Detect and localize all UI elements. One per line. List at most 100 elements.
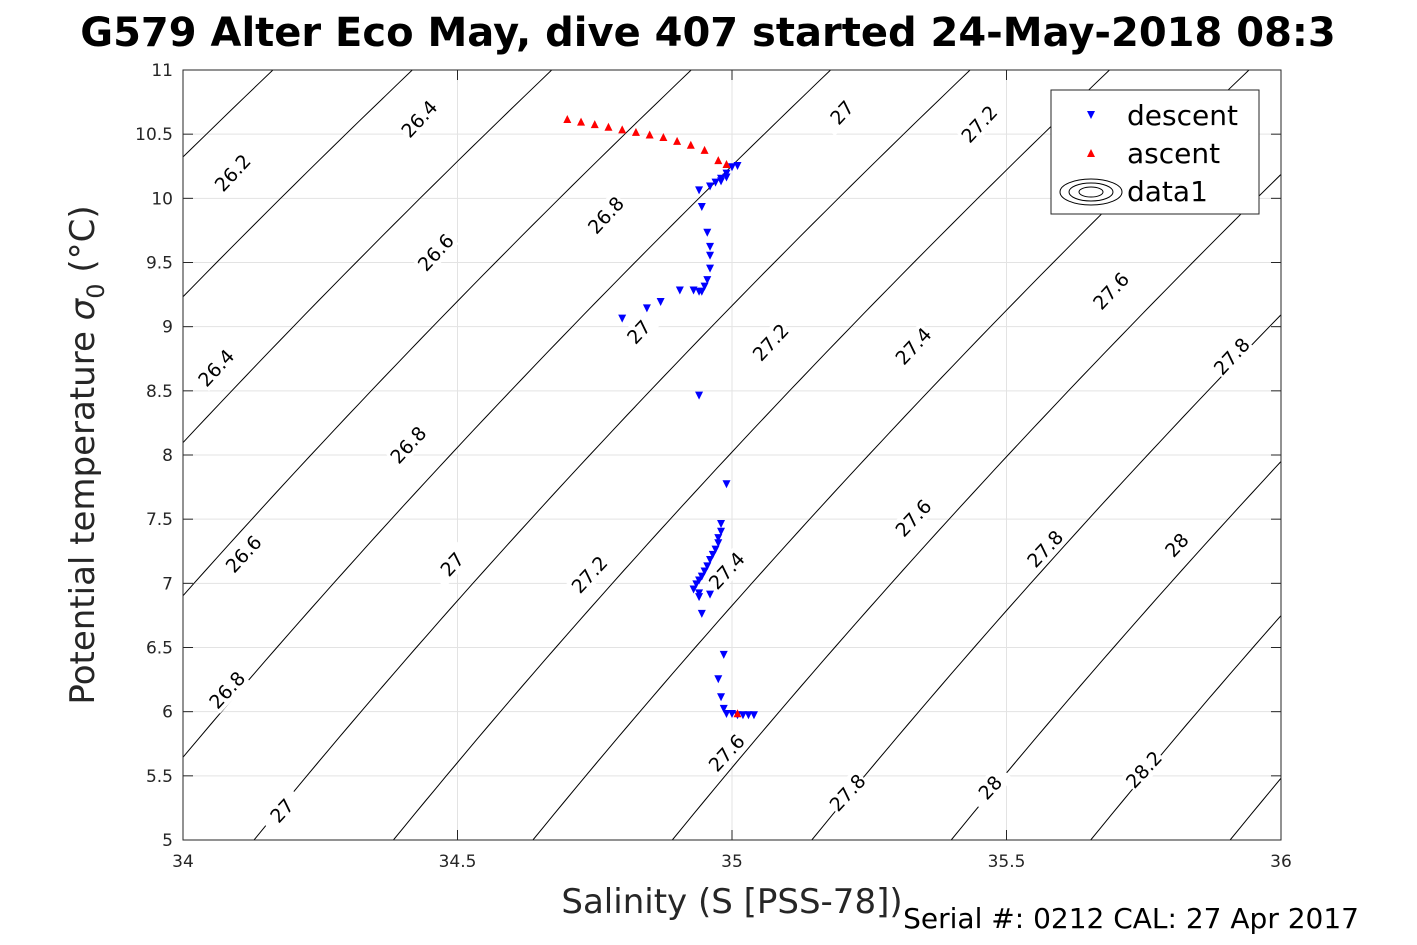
ascent-point (645, 130, 654, 139)
descent-point (700, 282, 709, 291)
descent-point (714, 534, 723, 543)
ascent-point (563, 115, 572, 124)
contour-label-bg (966, 763, 1014, 811)
descent-point (728, 163, 736, 172)
footer-serial-cal: Serial #: 0212 CAL: 27 Apr 2017 (903, 902, 1359, 935)
descent-point (749, 711, 758, 720)
contour-label-bg (192, 344, 239, 392)
ascent-point (733, 709, 742, 718)
descent-point (722, 709, 731, 718)
descent-point (706, 242, 715, 251)
y-tick-label: 8 (162, 446, 173, 466)
descent-point (744, 711, 753, 720)
descent-point (719, 650, 728, 659)
legend-descent-marker (1087, 111, 1095, 119)
descent-point (697, 203, 706, 212)
descent-point (722, 480, 731, 489)
ascent-point (714, 156, 723, 165)
y-axis-label-main: Potential temperature (63, 320, 103, 704)
legend-box (1050, 89, 1260, 215)
descent-point (738, 711, 747, 720)
descent-point (714, 539, 723, 548)
contour-label-bg (956, 100, 1003, 148)
contour-line (950, 460, 1281, 840)
contour-label-bg (890, 322, 937, 370)
y-tick-label: 9 (162, 318, 173, 338)
contour-label-bg (1153, 521, 1200, 569)
legend-ascent-marker (1087, 149, 1095, 157)
descent-point (695, 391, 704, 400)
ascent-point (631, 127, 640, 136)
legend-ascent-label: ascent (1127, 137, 1220, 170)
contour-label-bg (385, 421, 432, 469)
descent-point (692, 580, 701, 589)
contour-line (253, 70, 971, 840)
legend-contour-icon (1059, 178, 1123, 206)
descent-point (703, 228, 712, 237)
contour-label-bg (747, 318, 794, 366)
contour-label-bg (396, 95, 443, 143)
descent-point (706, 182, 715, 191)
ascent-point (700, 145, 709, 154)
contour-label-bg (1120, 745, 1167, 794)
descent-point (695, 186, 704, 195)
x-tick-label: 35.5 (988, 852, 1026, 872)
descent-point (689, 286, 698, 295)
contour-line (671, 173, 1281, 840)
descent-point (706, 590, 715, 599)
y-tick-label: 8.5 (146, 382, 173, 402)
contour-label-bg (258, 786, 305, 835)
y-tick-label: 7 (162, 574, 173, 594)
legend-descent-label: descent (1127, 99, 1238, 132)
contour-line (1328, 19, 1417, 892)
y-tick-label: 10 (151, 189, 173, 209)
descent-point (675, 286, 684, 295)
contour-label-bg (890, 494, 937, 542)
legend[interactable]: descent ascent data1 (1050, 89, 1260, 215)
contour-label-bg (1021, 525, 1068, 573)
descent-point (717, 527, 726, 536)
contour-line (392, 70, 1111, 840)
grid-lines (182, 69, 1282, 841)
descent-point (618, 314, 627, 323)
descent-point (711, 178, 720, 187)
ascent-point (577, 117, 586, 126)
descent-point (717, 520, 726, 529)
ascent-point (618, 125, 627, 134)
contour-label-bg (615, 308, 662, 356)
y-axis-label-sub: 0 (82, 283, 110, 298)
contour-line (811, 314, 1281, 840)
y-tick-label: 5.5 (146, 767, 173, 787)
contour-label-bg (1208, 332, 1255, 380)
x-tick-label: 35 (721, 852, 743, 872)
contour-line (183, 70, 414, 298)
contour-label-bg (582, 191, 629, 239)
y-tick-label: 7.5 (146, 510, 173, 530)
contour-line (183, 70, 692, 597)
ascent-point (659, 133, 668, 142)
descent-point (708, 550, 717, 559)
contour-label-bg (1087, 267, 1134, 315)
legend-data1-label: data1 (1127, 175, 1208, 208)
contour-label-bg (824, 768, 871, 817)
contour-line (0, 19, 48, 892)
descent-point (695, 593, 704, 602)
contour-label-bg (818, 88, 865, 136)
contour-label-bg (566, 550, 613, 598)
descent-point (717, 693, 726, 702)
y-tick-label: 9.5 (146, 254, 173, 274)
y-tick-labels: 5 5.5 6 6.5 7 7.5 8 8.5 9 9.5 10 10.5 11 (135, 61, 173, 851)
contour-label-bg (703, 729, 750, 777)
contour-label-bg (209, 149, 256, 197)
descent-point (689, 585, 698, 594)
y-tick-label: 6.5 (146, 639, 173, 659)
y-tick-label: 5 (162, 831, 173, 851)
descent-point (714, 675, 723, 684)
descent-point (719, 704, 728, 713)
ascent-point (722, 159, 731, 168)
ascent-point (673, 136, 682, 145)
descent-point (700, 567, 709, 576)
data-points (563, 115, 758, 720)
contour-label-bg (703, 546, 750, 595)
